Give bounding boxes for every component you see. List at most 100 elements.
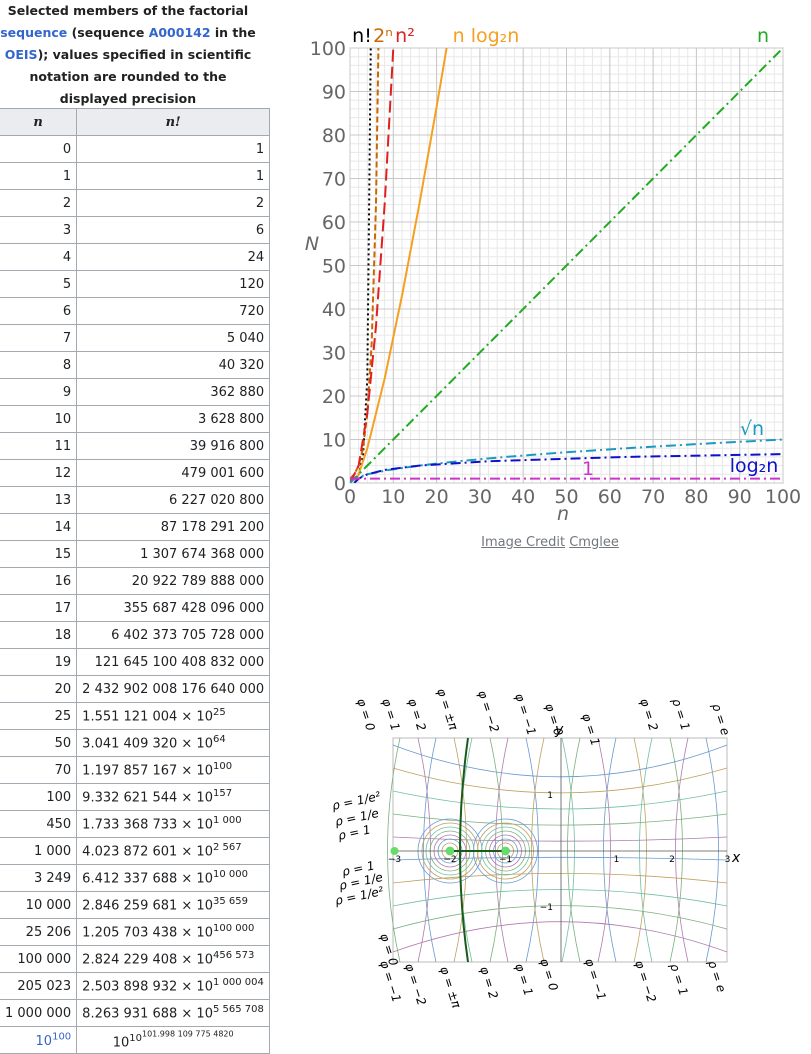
n-link[interactable]: 10100 — [35, 1031, 72, 1049]
n-text: 100 — [46, 789, 72, 805]
n-cell: 1 000 — [0, 837, 78, 865]
value-cell: 355 687 428 096 000 — [76, 594, 271, 622]
diagram-label: φ = 1 — [579, 712, 603, 748]
n-text: 7 — [62, 330, 72, 346]
n-base: 10 — [35, 1033, 53, 1049]
mantissa: 10 — [112, 1035, 130, 1051]
series-label: n² — [395, 25, 415, 47]
n-text: 50 — [54, 735, 72, 751]
series-label: log₂n — [730, 455, 779, 477]
diagram-x-tick: −3 — [388, 855, 401, 865]
y-tick-label: 50 — [322, 256, 346, 278]
series-line — [350, 438, 783, 483]
n-text: 15 — [54, 546, 72, 562]
table-row: 19 121 645 100 408 832 000 — [0, 648, 271, 676]
table-row: 25 206 1.205 703 438 × 10100 000 — [0, 918, 271, 946]
exponent: 1 000 — [212, 815, 242, 827]
diagram-x-label: x — [731, 850, 741, 866]
table-row: 14 87 178 291 200 — [0, 513, 271, 541]
diagram-label: ρ = 1 — [337, 822, 372, 843]
diagram-label: φ = 1 — [512, 962, 536, 998]
caption-text: ); values specified in scientific notati… — [29, 47, 252, 106]
contour — [675, 737, 689, 963]
contour — [489, 737, 503, 963]
contour — [477, 822, 534, 880]
table-row: 12 479 001 600 — [0, 459, 271, 487]
table-row: 10100 1010101.998 109 775 4820 — [0, 1026, 271, 1054]
n-cell: 4 — [0, 243, 78, 271]
exponent: 100 — [212, 761, 233, 773]
table-row: 18 6 402 373 705 728 000 — [0, 621, 271, 649]
n-text: 5 — [62, 276, 72, 292]
exponent: 157 — [212, 788, 233, 800]
series-label: n — [757, 25, 769, 47]
caption-text: Selected members of the factorial — [7, 3, 249, 18]
series-label: n log₂n — [453, 25, 520, 47]
diagram-x-tick: −1 — [499, 855, 512, 865]
contour — [392, 856, 728, 861]
table-row: 100 000 2.824 229 408 × 10456 573 — [0, 945, 271, 973]
n-text: 100 000 — [17, 951, 72, 967]
contour — [441, 842, 459, 860]
diagram-frame — [392, 737, 728, 963]
value-cell: 1.733 368 733 × 101 000 — [76, 810, 271, 838]
exponent: 5 565 708 — [212, 1004, 264, 1016]
contour — [392, 836, 728, 842]
series-label: 2ⁿ — [373, 25, 393, 47]
mantissa: 9.332 621 544 × 10 — [82, 790, 213, 806]
contour — [485, 830, 526, 872]
diagram-label: φ = −1 — [512, 692, 539, 738]
contour — [392, 767, 728, 794]
n-text: 8 — [62, 357, 72, 373]
diagram-label: φ = −2 — [632, 959, 659, 1005]
n-cell: 20 — [0, 675, 78, 703]
caption-link[interactable]: OEIS — [4, 47, 38, 62]
caption-link[interactable]: A000142 — [148, 25, 211, 40]
credit-label[interactable]: Image Credit — [481, 535, 566, 550]
contour — [525, 737, 539, 963]
n-text: 13 — [54, 492, 72, 508]
n-text: 205 023 — [17, 978, 72, 994]
table-row: 6 720 — [0, 297, 271, 325]
n-cell: 50 — [0, 729, 78, 757]
n-cell: 100 — [0, 783, 78, 811]
mantissa: 2.824 229 408 × 10 — [82, 952, 213, 968]
exponent: 10 000 — [212, 869, 248, 881]
mantissa: 3.041 409 320 × 10 — [82, 736, 213, 752]
contour — [392, 790, 728, 810]
contour — [433, 834, 467, 868]
value-cell: 4.023 872 601 × 102 567 — [76, 837, 271, 865]
table-row: 1 000 4.023 872 601 × 102 567 — [0, 837, 271, 865]
value-cell: 2 — [76, 189, 271, 217]
value-cell: 2.824 229 408 × 10456 573 — [76, 945, 271, 973]
n-cell: 205 023 — [0, 972, 78, 1000]
n-cell: 25 — [0, 702, 78, 730]
table-row: 13 6 227 020 800 — [0, 486, 271, 514]
diagram-x-tick: 3 — [725, 855, 731, 865]
n-cell: 16 — [0, 567, 78, 595]
value-cell: 6 402 373 705 728 000 — [76, 621, 271, 649]
credit-author[interactable]: Cmglee — [569, 535, 619, 550]
series-line — [353, 453, 783, 483]
n-text: 16 — [54, 573, 72, 589]
contour — [392, 889, 728, 907]
x-tick-label: 10 — [381, 486, 405, 508]
n-cell: 5 — [0, 270, 78, 298]
value-cell: 1.205 703 438 × 10100 000 — [76, 918, 271, 946]
x-tick-label: 50 — [554, 486, 578, 508]
diagram-label: ρ = 1/e — [338, 870, 384, 893]
value-cell: 2 432 902 008 176 640 000 — [76, 675, 271, 703]
diagram-label: φ = 1 — [379, 697, 403, 733]
diagram-label: ρ = e — [709, 702, 732, 737]
diagram-label: φ = ±π — [437, 965, 464, 1011]
n-text: 18 — [54, 627, 72, 643]
exponent-base: 10 — [129, 1033, 142, 1044]
caption-link[interactable]: sequence — [0, 25, 68, 40]
n-exponent: 100 — [52, 1031, 72, 1043]
series-line — [350, 48, 395, 483]
contour — [417, 737, 431, 963]
value-cell: 479 001 600 — [76, 459, 271, 487]
table-row: 8 40 320 — [0, 351, 271, 379]
contour — [392, 921, 728, 953]
